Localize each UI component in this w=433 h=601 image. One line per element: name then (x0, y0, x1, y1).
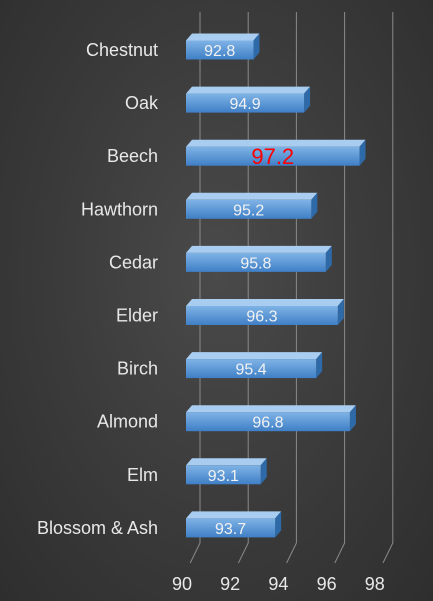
bar-side-face (253, 33, 260, 60)
data-label-beech: 97.2 (251, 144, 294, 169)
bar-top-face (186, 299, 344, 306)
bar-side-face (304, 86, 311, 113)
bar-top-face (186, 352, 323, 360)
data-label-cedar: 95.8 (240, 255, 271, 272)
x-tick-label: 92 (220, 574, 240, 594)
bar-oak: 94.9 (186, 86, 311, 113)
category-label-almond: Almond (97, 412, 158, 432)
bar-side-face (260, 458, 267, 485)
bar-top-face (186, 86, 311, 94)
data-label-elm: 93.1 (208, 468, 239, 485)
bar-front-face (186, 359, 317, 379)
gridlines (189, 12, 394, 564)
bar-side-face (349, 405, 356, 432)
bar-side-face (316, 352, 323, 379)
data-label-blossom-and-ash: 93.7 (215, 521, 246, 538)
bar-front-face (186, 518, 276, 538)
category-labels: Chestnut Oak Beech Hawthorn Cedar Elder Birch A… (37, 40, 159, 538)
category-label-oak: Oak (125, 93, 159, 113)
gridline (286, 12, 297, 564)
bar-almond: 96.8 (186, 405, 356, 432)
category-label-elder: Elder (116, 306, 158, 326)
category-label-cedar: Cedar (109, 252, 158, 272)
bar-chestnut: 92.8 (186, 33, 260, 60)
bar-side-face (275, 511, 282, 538)
x-tick-label: 98 (365, 574, 385, 594)
bar-cedar: 95.8 (186, 245, 332, 272)
bar-front-face (186, 252, 326, 272)
bar-front-face (186, 93, 305, 113)
bar-front-face (186, 146, 360, 166)
bar-side-face (325, 245, 332, 272)
bar-blossom-and-ash: 93.7 (186, 511, 282, 538)
category-label-blossom-and-ash: Blossom & Ash (37, 518, 158, 538)
category-label-birch: Birch (117, 359, 158, 379)
data-label-chestnut: 92.8 (204, 43, 235, 60)
bar-top-face (186, 511, 282, 519)
category-label-elm: Elm (127, 465, 158, 485)
bar-elder: 96.3 (186, 299, 344, 326)
bars: 92.8 94.9 97.2 95.2 95.8 96.3 95.4 96.8 93.1 93.7 (186, 33, 366, 538)
bar-top-face (186, 192, 318, 200)
x-axis-ticks: 90 92 94 96 98 (172, 574, 385, 594)
bar-beech: 97.2 (186, 139, 366, 169)
category-label-beech: Beech (107, 146, 158, 166)
bar-side-face (359, 139, 366, 166)
bar-top-face (186, 139, 366, 147)
gridline (382, 12, 394, 564)
bar-front-face (186, 465, 261, 485)
bar-front-face (186, 199, 312, 219)
x-tick-label: 96 (317, 574, 337, 594)
data-label-birch: 95.4 (235, 362, 266, 379)
data-label-oak: 94.9 (229, 96, 260, 113)
bar-front-face (186, 306, 338, 325)
bar-front-face (186, 412, 350, 432)
bar-top-face (186, 458, 267, 466)
bar-birch: 95.4 (186, 352, 323, 379)
data-label-hawthorn: 95.2 (233, 202, 264, 219)
bar-top-face (186, 33, 260, 41)
bar-front-face (186, 40, 254, 60)
bar-hawthorn: 95.2 (186, 192, 318, 219)
data-label-almond: 96.8 (252, 415, 283, 432)
category-label-hawthorn: Hawthorn (81, 199, 158, 219)
bar-top-face (186, 245, 332, 253)
gridline (189, 12, 201, 564)
bar-side-face (337, 299, 344, 325)
x-tick-label: 90 (172, 574, 192, 594)
gridline (334, 12, 346, 564)
bar-elm: 93.1 (186, 458, 267, 485)
bar-top-face (186, 405, 356, 413)
x-tick-label: 94 (268, 574, 288, 594)
category-label-chestnut: Chestnut (86, 40, 158, 60)
data-label-elder: 96.3 (246, 309, 277, 326)
bar-side-face (311, 192, 318, 219)
gridline (237, 12, 249, 564)
